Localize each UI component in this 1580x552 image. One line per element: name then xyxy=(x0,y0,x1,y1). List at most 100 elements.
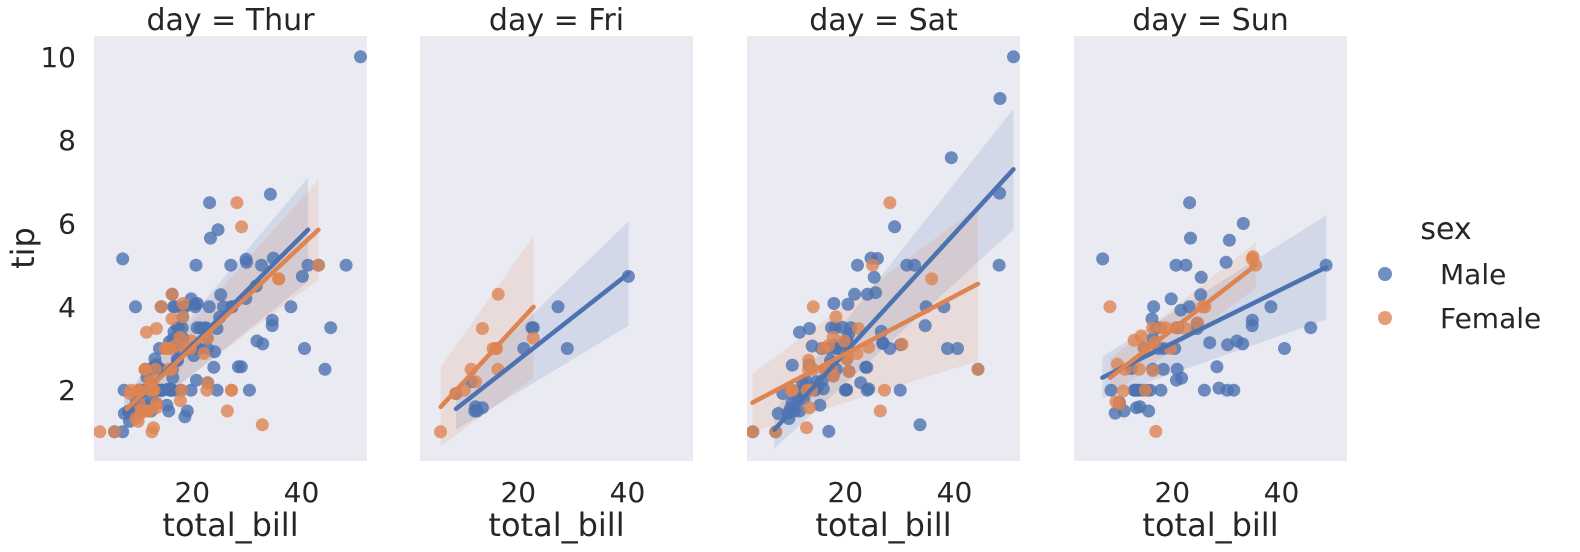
data-point-female xyxy=(230,196,244,210)
plot-area xyxy=(1096,196,1333,438)
data-point-female xyxy=(878,383,891,397)
data-point-male xyxy=(1194,288,1208,302)
data-point-female xyxy=(200,383,214,397)
x-tick-label: 20 xyxy=(174,476,210,509)
data-point-female xyxy=(220,404,234,418)
data-point-female xyxy=(747,425,760,439)
data-point-male xyxy=(1179,258,1193,272)
data-point-male xyxy=(1222,233,1236,247)
data-point-male xyxy=(1210,360,1224,374)
data-point-male xyxy=(1221,338,1235,352)
legend: sex Male Female xyxy=(1378,212,1541,335)
regression-line-female xyxy=(438,304,536,410)
data-point-male xyxy=(888,220,902,234)
data-point-male xyxy=(771,407,785,420)
data-point-male xyxy=(354,50,367,64)
data-point-male xyxy=(339,258,353,272)
x-tick-label: 40 xyxy=(1264,476,1300,509)
legend-label: Female xyxy=(1440,302,1541,335)
data-point-female xyxy=(175,383,189,397)
data-point-male xyxy=(1127,383,1141,397)
data-point-male xyxy=(941,342,954,355)
regression-line-male xyxy=(453,271,631,412)
data-point-female xyxy=(786,383,799,397)
data-point-male xyxy=(1147,300,1161,314)
data-point-female xyxy=(149,401,163,415)
data-point-male xyxy=(184,383,198,397)
data-point-male xyxy=(1184,231,1197,245)
data-point-female xyxy=(1146,321,1160,335)
data-point-male xyxy=(1227,383,1241,397)
x-axis-label: total_bill xyxy=(162,506,298,544)
x-tick-label: 20 xyxy=(827,476,863,509)
data-point-female xyxy=(176,310,190,324)
data-point-female xyxy=(176,297,190,310)
data-point-female xyxy=(161,342,175,355)
legend-marker-male xyxy=(1378,267,1392,281)
data-point-female xyxy=(1103,300,1117,314)
data-point-male xyxy=(813,398,827,412)
data-point-male xyxy=(214,288,228,302)
data-point-female xyxy=(873,404,887,418)
data-point-male xyxy=(256,337,270,351)
regression-line-female xyxy=(1107,262,1259,380)
data-point-male xyxy=(469,400,482,414)
data-point-male xyxy=(162,404,176,418)
x-axis-label: total_bill xyxy=(815,506,951,544)
data-point-female xyxy=(1116,384,1130,398)
data-point-female xyxy=(842,364,856,378)
data-point-male xyxy=(318,362,332,376)
facet-title: day = Thur xyxy=(146,3,315,38)
data-point-female xyxy=(1132,362,1146,376)
data-point-male xyxy=(785,358,799,372)
data-point-male xyxy=(1104,383,1118,397)
plot-area xyxy=(747,50,1020,449)
x-tick-label: 40 xyxy=(284,476,320,509)
legend-label: Male xyxy=(1440,258,1506,291)
data-point-female xyxy=(235,220,249,234)
data-point-male xyxy=(876,336,890,350)
data-point-female xyxy=(1190,316,1204,330)
data-point-male xyxy=(893,383,907,397)
data-point-male xyxy=(189,258,203,272)
data-point-female xyxy=(255,418,269,432)
facet-title: day = Sat xyxy=(809,3,958,38)
x-tick-label: 40 xyxy=(937,476,973,509)
legend-entry-male: Male xyxy=(1378,258,1506,291)
data-point-male xyxy=(1182,300,1196,314)
data-point-female xyxy=(802,401,816,415)
data-point-male xyxy=(1142,404,1156,418)
data-point-male xyxy=(210,383,224,397)
data-point-female xyxy=(816,342,830,355)
data-point-male xyxy=(189,373,203,387)
x-axis-label: total_bill xyxy=(1142,506,1278,544)
data-point-female xyxy=(883,196,897,210)
data-point-male xyxy=(1264,300,1278,314)
data-point-male xyxy=(208,345,222,359)
data-point-female xyxy=(94,425,107,439)
data-point-female xyxy=(925,272,939,286)
data-point-female xyxy=(138,362,152,376)
data-point-male xyxy=(560,342,574,355)
data-point-male xyxy=(1236,217,1250,230)
data-point-male xyxy=(992,258,1006,272)
data-point-male xyxy=(324,321,338,335)
data-point-male xyxy=(265,313,279,327)
y-tick-label: 10 xyxy=(40,41,76,74)
data-point-female xyxy=(1149,424,1163,438)
data-point-male xyxy=(802,322,816,335)
data-point-male xyxy=(551,300,565,314)
data-point-male xyxy=(204,231,217,245)
data-point-female xyxy=(1179,322,1192,335)
data-point-male xyxy=(1236,337,1250,351)
data-point-male xyxy=(188,300,202,314)
data-point-male xyxy=(825,321,838,335)
plot-area xyxy=(94,50,367,439)
data-point-female xyxy=(149,362,162,376)
data-point-male xyxy=(1007,50,1020,64)
data-point-female xyxy=(829,310,843,324)
regression-line-female xyxy=(750,281,981,405)
